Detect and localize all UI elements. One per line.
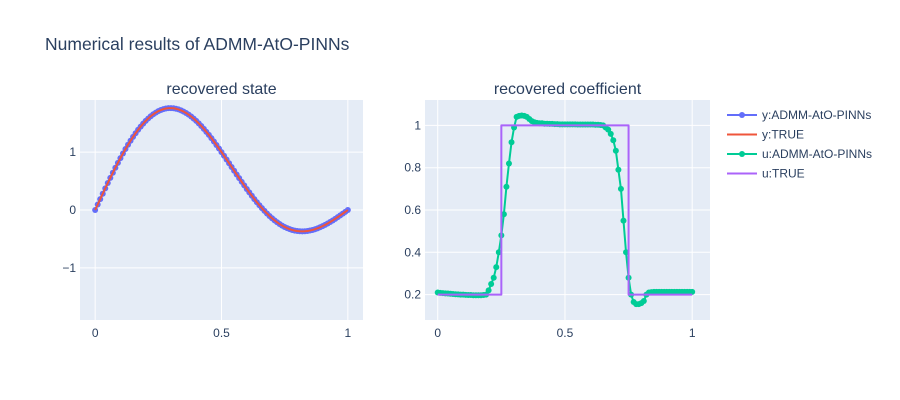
data-point: [500, 211, 507, 218]
legend-label: u:TRUE: [762, 167, 805, 181]
subplot-title-coefficient: recovered coefficient: [494, 81, 642, 98]
x-tick-label: 1: [344, 326, 351, 340]
figure-title: Numerical results of ADMM-AtO-PINNs: [45, 34, 350, 54]
subplot-recovered-state: 0 0.5 1 −1 0 1 recovered state: [62, 81, 363, 340]
subplot-recovered-coefficient: 0 0.5 1 0.2 0.4 0.6 0.8 1 recovered coefficient: [404, 81, 710, 340]
legend-item[interactable]: y:ADMM-AtO-PINNs: [727, 108, 871, 122]
data-point: [620, 217, 627, 224]
subplot-title-state: recovered state: [166, 81, 276, 98]
x-tick-label: 1: [689, 326, 696, 340]
data-point: [612, 147, 619, 154]
data-point: [623, 249, 630, 256]
x-tick-label: 0: [434, 326, 441, 340]
y-tick-label: 0.6: [404, 203, 421, 217]
data-point: [505, 160, 512, 167]
series-line-y-true: [94, 107, 349, 233]
legend-item[interactable]: u:TRUE: [727, 167, 805, 181]
legend-item[interactable]: u:ADMM-AtO-PINNs: [727, 147, 872, 161]
x-tick-label: 0.5: [557, 326, 574, 340]
y-tick-label: 1: [414, 118, 421, 132]
data-point: [508, 139, 515, 146]
legend-item[interactable]: y:TRUE: [727, 128, 804, 142]
legend-label: y:ADMM-AtO-PINNs: [762, 108, 871, 122]
legend-label: u:ADMM-AtO-PINNs: [762, 147, 872, 161]
legend-swatch-marker: [739, 112, 745, 118]
data-point: [607, 130, 614, 137]
x-tick-label: 0: [92, 326, 99, 340]
legend-label: y:TRUE: [762, 128, 804, 142]
series-state: [92, 105, 351, 235]
legend[interactable]: y:ADMM-AtO-PINNs y:TRUE u:ADMM-AtO-PINNs u:…: [727, 108, 872, 181]
y-tick-label: 0.4: [404, 245, 421, 259]
series-coefficient: [434, 112, 696, 308]
x-tick-label: 0.5: [213, 326, 230, 340]
ticks-state: 0 0.5 1 −1 0 1: [62, 145, 351, 340]
data-point: [689, 288, 696, 295]
data-point: [488, 281, 495, 288]
y-tick-label: 0: [69, 203, 76, 217]
data-point: [610, 137, 617, 144]
y-tick-label: −1: [62, 261, 76, 275]
legend-swatch-marker: [739, 151, 745, 157]
data-point: [615, 166, 622, 173]
y-tick-label: 0.2: [404, 288, 421, 302]
data-point: [640, 297, 647, 304]
data-point: [503, 183, 510, 190]
data-point: [490, 274, 497, 281]
data-point: [617, 185, 624, 192]
series-line-u-true: [437, 124, 693, 296]
ticks-coefficient: 0 0.5 1 0.2 0.4 0.6 0.8 1: [404, 118, 696, 340]
data-point: [495, 249, 502, 256]
y-tick-label: 1: [69, 145, 76, 159]
data-point: [485, 287, 492, 294]
data-point: [493, 264, 500, 271]
y-tick-label: 0.8: [404, 161, 421, 175]
